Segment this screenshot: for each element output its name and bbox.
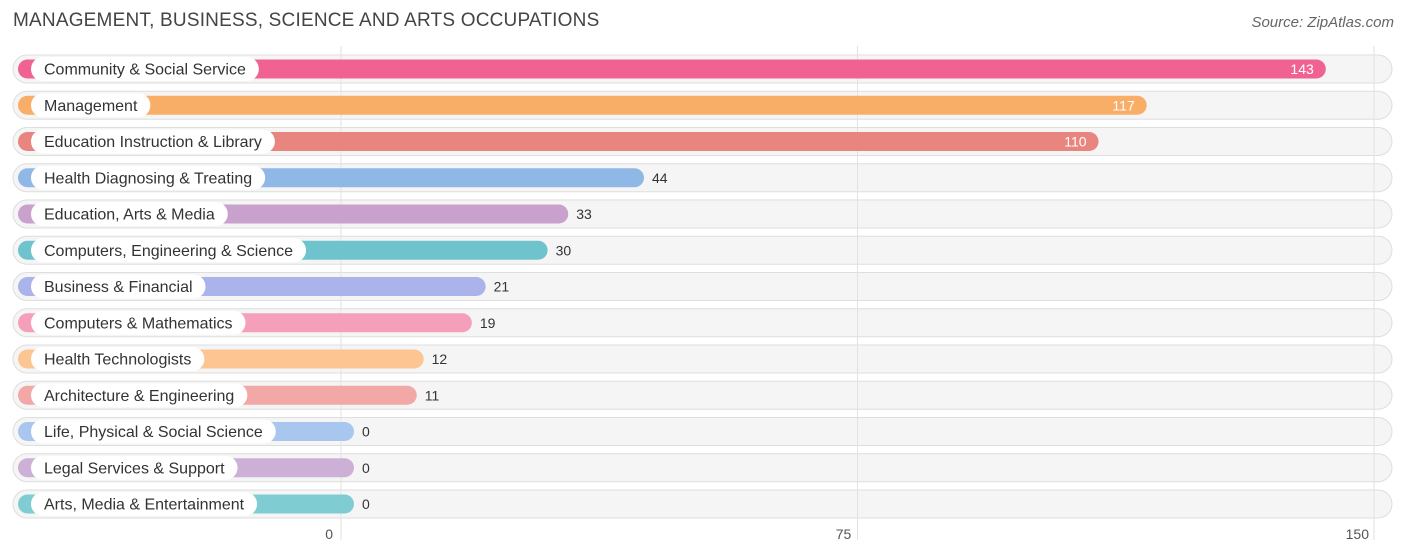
value-label: 0 — [362, 496, 370, 512]
value-label: 0 — [362, 424, 370, 440]
value-label: 33 — [576, 206, 592, 222]
value-label: 12 — [432, 351, 448, 367]
value-label: 143 — [1290, 61, 1314, 77]
category-label-pill — [31, 202, 228, 226]
category-label-pill — [31, 455, 238, 480]
category-label-pill — [31, 419, 276, 444]
value-label: 30 — [556, 242, 572, 258]
category-label: Education Instruction & Library — [44, 134, 262, 151]
category-label-pill — [31, 129, 275, 154]
category-label: Computers, Engineering & Science — [44, 243, 293, 260]
source-label: Source: ZipAtlas.com — [1251, 14, 1394, 31]
category-label: Health Technologists — [44, 352, 191, 369]
value-label: 0 — [362, 460, 370, 476]
category-label-pill — [31, 93, 151, 118]
category-label-pill — [31, 165, 266, 190]
x-tick-label: 0 — [325, 526, 333, 542]
row-track — [12, 489, 1393, 519]
bar — [18, 59, 1326, 79]
row-track — [12, 453, 1393, 483]
category-label-pill — [31, 492, 258, 516]
bar — [18, 95, 1147, 115]
category-label: Architecture & Engineering — [44, 388, 234, 405]
category-label-pill — [31, 238, 307, 263]
category-label: Arts, Media & Entertainment — [44, 497, 245, 514]
category-label-pill — [31, 274, 206, 299]
value-label: 11 — [425, 387, 440, 403]
category-label: Business & Financial — [44, 279, 193, 296]
bar — [18, 132, 1099, 151]
category-label: Legal Services & Support — [44, 460, 225, 477]
value-label: 44 — [652, 170, 668, 186]
x-tick-label: 150 — [1346, 526, 1370, 542]
category-label: Health Diagnosing & Treating — [44, 170, 252, 187]
category-label-pill — [31, 383, 248, 408]
row-track — [12, 417, 1393, 446]
category-label: Life, Physical & Social Science — [44, 424, 263, 441]
category-label-pill — [31, 310, 246, 335]
chart-title: MANAGEMENT, BUSINESS, SCIENCE AND ARTS O… — [13, 10, 600, 31]
value-label: 117 — [1112, 97, 1135, 113]
category-label: Computers & Mathematics — [44, 315, 233, 332]
category-label-pill — [31, 57, 259, 81]
value-label: 19 — [480, 315, 496, 331]
category-label: Community & Social Service — [44, 62, 246, 79]
category-label: Education, Arts & Media — [44, 207, 215, 224]
bars: Community & Social Service 143 Management 1… — [18, 57, 1326, 516]
value-label: 21 — [494, 279, 510, 295]
x-tick-label: 75 — [836, 526, 852, 542]
value-label: 110 — [1064, 134, 1087, 150]
category-label-pill — [31, 347, 205, 371]
category-label: Management — [44, 98, 138, 115]
